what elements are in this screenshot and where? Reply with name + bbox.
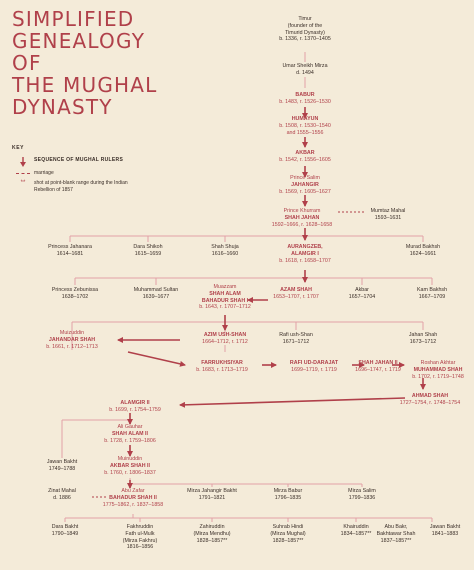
key-row-marriage: marriage: [12, 170, 132, 177]
node-muhammad-shah: Roshan Akhtar MUHAMMAD SHAH b. 1702, r. …: [412, 360, 464, 380]
node-bahadur-shah-i: Muazzam SHAH ALAM BAHADUR SHAH I b. 1643…: [199, 284, 251, 311]
dashed-line-icon: [12, 170, 34, 174]
node-shah-alam-ii: Ali Gauhar SHAH ALAM II b. 1728, r. 1759…: [104, 424, 156, 444]
node-umar-sheikh-mirza: Umar Sheikh Mirza d. 1494: [282, 63, 328, 76]
key-footnote-label: shot at point-blank range during the Ind…: [34, 180, 128, 193]
node-mirza-jahangir-bakht: Mirza Jahangir Bakht 1791–1821: [187, 488, 237, 501]
title-line: THE MUGHAL: [12, 73, 158, 97]
key-marriage-label: marriage: [34, 170, 54, 176]
node-mirza-salim: Mirza Salim 1799–1836: [348, 488, 376, 501]
node-farrukhsiyar: FARRUKHSIYAR b. 1683, r. 1713–1719: [196, 360, 248, 373]
node-zebunissa: Princess Zebunissa 1638–1702: [51, 287, 99, 300]
node-jahan-shah: Jahan Shah 1673–1712: [408, 332, 438, 345]
succession-arrows: [117, 107, 426, 489]
node-zahiruddin: Zahiruddin (Mirza Mendhu) 1828–1857**: [193, 524, 231, 544]
node-bahadur-shah-ii: Abu Zafar BAHADUR SHAH II 1775–1862, r. …: [102, 488, 164, 508]
node-jawan-bakht-1841: Jawan Bakht 1841–1883: [429, 524, 461, 537]
node-khairuddin: Khairuddin 1834–1857**: [340, 524, 372, 537]
node-murad-bakhsh: Murad Bakhsh 1624–1661: [405, 244, 441, 257]
family-lines: [61, 52, 433, 522]
node-jahangir: Prince Salim JAHANGIR b. 1569, r. 1605–1…: [279, 175, 331, 195]
node-jahandar-shah: Muizuddin JAHANDAR SHAH b. 1661, r. 1712…: [46, 330, 98, 350]
node-akbar-prince: Akbar 1657–1704: [348, 287, 376, 300]
node-aurangzeb: AURANGZEB, ALAMGIR I b. 1618, r. 1658–17…: [279, 244, 331, 264]
node-akbar: AKBAR b. 1542, r. 1556–1605: [279, 150, 331, 163]
key-row-sequence: SEQUENCE OF MUGHAL RULERS: [12, 157, 132, 167]
title-line: GENEALOGY OF: [12, 29, 146, 75]
legend-key: KEY SEQUENCE OF MUGHAL RULERS marriage *…: [12, 145, 132, 197]
key-row-footnote: ** shot at point-blank range during the …: [12, 180, 132, 194]
node-akbar-shah-ii: Muinuddin AKBAR SHAH II b. 1760, r. 1806…: [104, 456, 156, 476]
node-fakhruddin: Fakhruddin Fath ul-Mulk (Mirza Fakhru) 1…: [122, 524, 158, 551]
title-line: DYNASTY: [12, 95, 113, 119]
node-dara-bakht: Dara Bakht 1790–1849: [51, 524, 79, 537]
node-zinat-mahal: Zinat Mahal d. 1886: [48, 488, 76, 501]
key-sequence-label: SEQUENCE OF MUGHAL RULERS: [34, 157, 124, 163]
node-dara-shikoh: Dara Shikoh 1615–1659: [133, 244, 163, 257]
node-azim-ush-shan: AZIM USH-SHAN 1664–1712, r. 1712: [202, 332, 248, 345]
node-shah-shuja: Shah Shuja 1616–1660: [211, 244, 239, 257]
page-title: SIMPLIFIED GENEALOGY OF THE MUGHAL DYNAS…: [12, 8, 182, 118]
node-suhrab-hindi: Suhrab Hindi (Mirza Mughal) 1828–1857**: [270, 524, 306, 544]
node-abu-bakr: Abu Bakr, Bakhtawar Shah 1837–1857**: [376, 524, 416, 544]
node-ahmad-shah: AHMAD SHAH 1727–1754, r. 1748–1754: [399, 393, 461, 406]
node-mumtaz-mahal: Mumtaz Mahal 1593–1631: [370, 208, 406, 221]
key-heading: KEY: [12, 145, 25, 151]
node-alamgir-ii: ALAMGIR II b. 1699, r. 1754–1759: [109, 400, 161, 413]
marriage-lines: [92, 211, 364, 498]
node-azam-shah: AZAM SHAH 1653–1707, r. 1707: [273, 287, 319, 300]
node-babur: BABUR b. 1483, r. 1526–1530: [279, 92, 331, 105]
footnote-symbol: **: [20, 180, 26, 186]
node-timur: Timur (founder of the Timurid Dynasty) b…: [279, 16, 331, 43]
node-kam-bakhsh: Kam Bakhsh 1667–1709: [416, 287, 448, 300]
node-jahanara: Princess Jahanara 1614–1681: [48, 244, 92, 257]
node-shah-jahan-ii: SHAH JAHAN II 1696–1747, r. 1719: [355, 360, 401, 373]
node-rafi-ud-darajat: RAFI UD-DARAJAT 1699–1719, r. 1719: [289, 360, 339, 373]
node-muhammad-sultan: Muhammad Sultan 1639–1677: [133, 287, 179, 300]
node-mirza-babur: Mirza Babur 1796–1835: [273, 488, 303, 501]
down-arrow-icon: [12, 157, 34, 167]
title-line: SIMPLIFIED: [12, 7, 135, 31]
node-rafi-ush-shan: Rafi ush-Shan 1671–1712: [279, 332, 313, 345]
node-jawan-bakht-1749: Jawan Bakht 1749–1788: [46, 459, 78, 472]
node-humayun: HUMAYUN b. 1508, r. 1530–1540 and 1555–1…: [279, 116, 331, 136]
node-shah-jahan: Prince Khurram SHAH JAHAN 1592–1666, r. …: [271, 208, 333, 228]
